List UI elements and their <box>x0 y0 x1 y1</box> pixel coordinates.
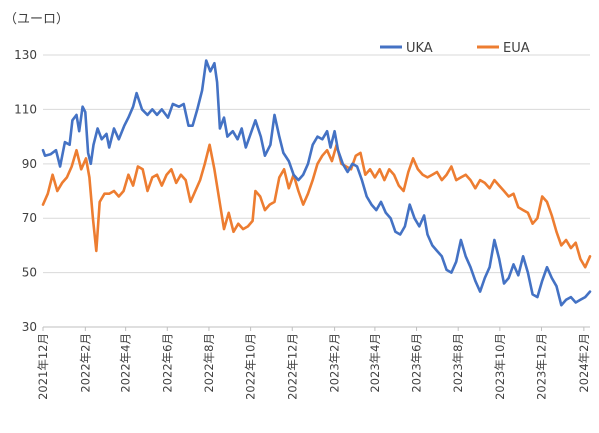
y-tick-label: 90 <box>22 157 37 171</box>
x-tick-label: 2023年8月 <box>451 333 465 393</box>
series-line-eua <box>41 143 592 269</box>
grid-lines <box>43 54 590 328</box>
x-tick-label: 2022年8月 <box>202 333 216 393</box>
x-tick-label: 2022年2月 <box>78 333 92 393</box>
x-tick-label: 2022年6月 <box>160 333 174 393</box>
x-tick-label: 2022年4月 <box>119 333 133 393</box>
x-axis-ticks: 2021年12月 2022年2月 2022年4月 2022年6月 2022年8月 2022… <box>36 327 591 400</box>
legend: UKA EUA <box>380 41 530 56</box>
y-tick-label: 30 <box>22 320 37 334</box>
series-line-uka <box>41 59 592 307</box>
y-tick-label: 130 <box>14 48 37 62</box>
legend-label-eua: EUA <box>503 41 530 56</box>
y-tick-label: 110 <box>14 102 37 116</box>
y-tick-label: 70 <box>22 211 37 225</box>
x-tick-label: 2023年6月 <box>410 333 424 393</box>
x-tick-label: 2023年12月 <box>535 333 549 400</box>
x-tick-label: 2021年12月 <box>36 333 50 400</box>
y-axis-ticks: 30 50 70 90 110 130 <box>14 48 37 334</box>
x-tick-label: 2022年10月 <box>244 333 258 400</box>
x-tick-label: 2023年2月 <box>328 333 342 393</box>
x-tick-label: 2024年2月 <box>577 333 591 393</box>
series-lines <box>41 59 592 307</box>
y-unit-label: （ユーロ） <box>4 12 69 27</box>
x-tick-label: 2023年10月 <box>493 333 507 400</box>
x-tick-label: 2023年4月 <box>368 333 382 393</box>
y-tick-label: 50 <box>22 266 37 280</box>
x-tick-label: 2022年12月 <box>285 333 299 400</box>
legend-label-uka: UKA <box>406 41 433 56</box>
